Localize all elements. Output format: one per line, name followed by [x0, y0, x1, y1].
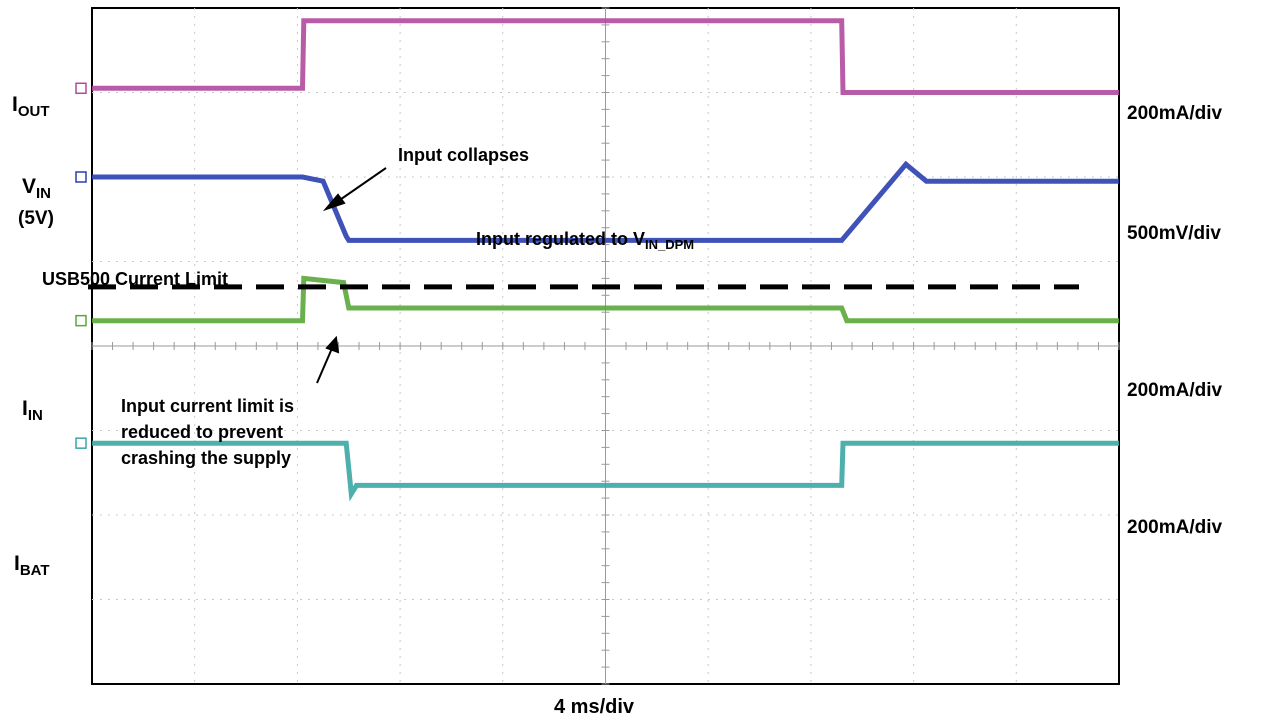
ibat-channel-marker: [75, 437, 87, 449]
vin-label: VIN: [22, 175, 52, 202]
iout-trace: [92, 18, 1119, 95]
iin-channel-marker: [75, 314, 87, 327]
iin-label: IIN: [22, 397, 43, 424]
reduced-arrow: [316, 345, 334, 384]
collapse-arrow: [333, 167, 387, 205]
iout-label: IOUT: [12, 93, 50, 120]
ibat-scale-label: 200mA/div: [1127, 517, 1223, 538]
iout-scale-label: 200mA/div: [1127, 103, 1223, 124]
x-axis-label: 4 ms/div: [554, 696, 635, 718]
vin-channel-marker: [75, 171, 87, 183]
vin-trace: [92, 160, 1119, 243]
iout-channel-marker: [75, 82, 87, 95]
input-collapses-label: Input collapses: [398, 145, 530, 165]
vin-scale-label: 500mV/div: [1127, 223, 1221, 244]
reduced-line-2: reduced to prevent: [121, 422, 284, 442]
traces: [75, 18, 1119, 502]
graticule: [91, 7, 1120, 685]
ibat-trace: [92, 440, 1119, 502]
arrows: [316, 167, 387, 384]
usb500-limit-label: USB500 Current Limit: [42, 269, 229, 289]
collapse-arrowhead: [322, 193, 346, 212]
input-regulated-label: Input regulated to VIN_DPM: [476, 229, 695, 252]
reduced-line-3: crashing the supply: [121, 448, 292, 468]
current-limit-reduced-label: Input current limit is reduced to preven…: [121, 393, 294, 471]
vin-nominal-label: (5V): [18, 208, 54, 229]
reduced-arrowhead: [325, 335, 340, 354]
iin-trace: [92, 275, 1119, 324]
reduced-line-1: Input current limit is: [121, 396, 295, 416]
iin-scale-label: 200mA/div: [1127, 380, 1223, 401]
ibat-label: IBAT: [14, 552, 50, 579]
